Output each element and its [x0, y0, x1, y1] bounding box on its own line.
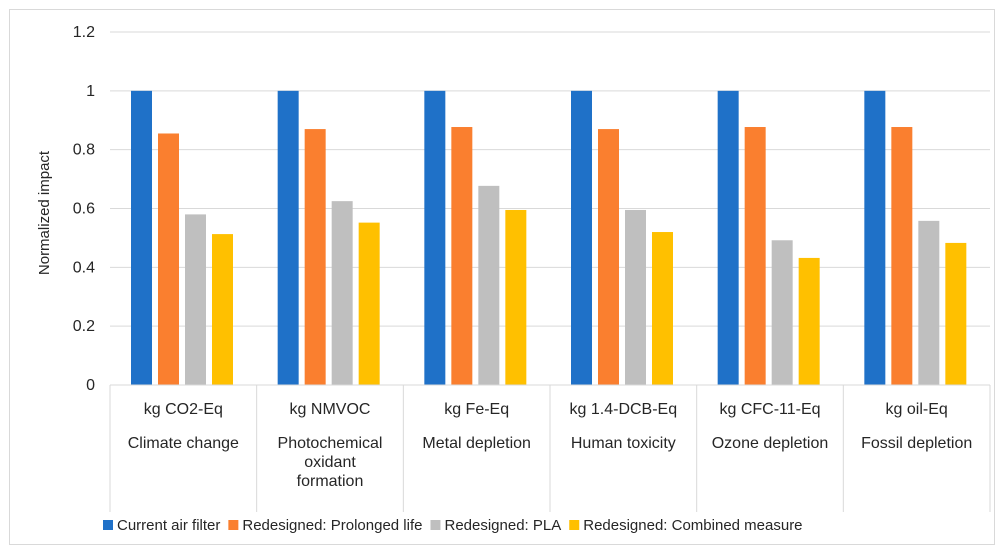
bar: [717, 90, 739, 385]
legend: Current air filter Redesigned: Prolonged …: [103, 517, 803, 534]
category-unit-label: kg 1.4-DCB-Eq: [570, 401, 678, 418]
bar: [652, 232, 673, 385]
legend-label: Redesigned: PLA: [444, 517, 561, 534]
bar: [212, 234, 233, 385]
y-tick-label: 0.2: [73, 318, 95, 335]
category-name-label: Human toxicity: [571, 435, 676, 452]
category-name-label: Ozone depletion: [712, 435, 829, 452]
y-tick-label: 0.8: [73, 142, 95, 159]
bar: [891, 127, 913, 385]
chart-frame: [9, 9, 995, 545]
legend-swatch: [103, 520, 113, 530]
bar: [331, 201, 353, 385]
bar: [744, 127, 766, 385]
category-name-label: Metal depletion: [422, 435, 531, 452]
bar: [798, 257, 820, 385]
legend-swatch: [569, 520, 580, 530]
category-unit-label: kg NMVOC: [290, 401, 371, 418]
legend-swatch: [228, 520, 239, 530]
bar: [505, 209, 527, 385]
category-name-label: Climate change: [128, 435, 239, 452]
gridlines: [110, 31, 990, 327]
y-tick-label: 1.2: [73, 24, 95, 41]
bar: [451, 127, 473, 385]
category-name-label: Photochemical oxidant formation: [278, 435, 383, 490]
category-unit-label: kg CO2-Eq: [144, 401, 223, 418]
category-unit-label: kg Fe-Eq: [444, 401, 509, 418]
bar: [625, 209, 646, 385]
category-unit-label: kg CFC-11-Eq: [719, 401, 820, 418]
y-tick-label: 1: [86, 83, 95, 100]
legend-label: Redesigned: Combined measure: [583, 517, 802, 534]
y-axis-title: Normalized impact: [36, 150, 53, 275]
legend-label: Current air filter: [117, 517, 220, 534]
labels: 0 0.2 0.4 0.6 0.8 1 1.2 kg CO2-Eq Climate change…: [73, 24, 973, 490]
bar: [571, 90, 592, 385]
bar: [771, 240, 793, 385]
y-tick-label: 0.6: [73, 201, 95, 218]
bar: [918, 220, 940, 385]
y-tick-label: 0.4: [73, 259, 95, 276]
category-name-label: Fossil depletion: [861, 435, 972, 452]
bar: [131, 90, 152, 385]
bar: [945, 242, 967, 385]
bar: [598, 129, 619, 385]
bar: [478, 185, 500, 385]
legend-label: Redesigned: Prolonged life: [242, 517, 422, 534]
bar: [185, 214, 206, 385]
bar: [158, 133, 179, 385]
bars: [131, 90, 967, 385]
legend-swatch: [430, 520, 441, 530]
bar: [277, 90, 299, 385]
bar: [304, 129, 326, 385]
bar: [864, 90, 886, 385]
bar: [424, 90, 446, 385]
y-tick-label: 0: [86, 377, 95, 394]
axes: [109, 384, 991, 512]
category-unit-label: kg oil-Eq: [886, 401, 948, 418]
bar: [358, 222, 380, 385]
